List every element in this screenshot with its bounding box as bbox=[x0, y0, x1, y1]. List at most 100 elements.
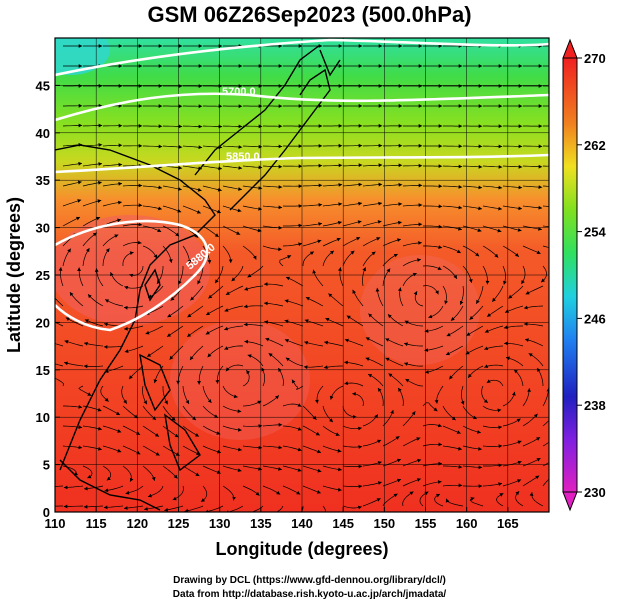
streamline-arrow bbox=[278, 445, 283, 450]
streamline-arrow bbox=[324, 340, 329, 345]
streamline-arrow bbox=[238, 64, 243, 68]
streamline-arrow bbox=[196, 210, 201, 214]
streamline-arrow bbox=[378, 84, 383, 88]
streamline-arrow bbox=[518, 64, 523, 68]
streamline-arrow bbox=[176, 380, 180, 385]
streamline-arrow bbox=[98, 84, 103, 88]
streamline-arrow bbox=[378, 182, 383, 187]
streamline-arrow bbox=[478, 64, 483, 68]
streamline-arrow bbox=[217, 209, 221, 214]
contour-5880-high bbox=[55, 219, 209, 332]
streamline-arrow bbox=[478, 447, 482, 451]
streamline-arrow bbox=[433, 407, 438, 412]
streamline-arrow bbox=[158, 124, 163, 129]
streamline-arrow bbox=[417, 258, 421, 262]
streamline-arrow bbox=[330, 250, 334, 255]
streamline-arrow bbox=[208, 294, 213, 299]
streamline-arrow bbox=[187, 313, 192, 318]
streamline-arrow bbox=[498, 185, 503, 190]
streamline-arrow bbox=[87, 392, 92, 396]
streamline-arrow bbox=[198, 84, 203, 88]
streamline-arrow bbox=[145, 330, 150, 335]
streamline-arrow bbox=[138, 44, 143, 48]
streamline-arrow bbox=[466, 332, 471, 336]
streamline-arrow bbox=[477, 228, 482, 232]
streamline-arrow bbox=[247, 273, 252, 278]
streamline bbox=[542, 419, 549, 427]
streamline-arrow bbox=[418, 203, 423, 207]
streamline-arrow bbox=[358, 44, 363, 48]
streamline-arrow bbox=[138, 64, 143, 68]
streamline-arrow bbox=[136, 431, 141, 435]
streamline-arrow bbox=[92, 232, 97, 237]
x-tick-label: 155 bbox=[415, 516, 437, 531]
colorbar: 230 238 246 254 262 270 bbox=[562, 38, 606, 512]
streamline-arrow bbox=[304, 319, 309, 323]
streamline-arrow bbox=[378, 123, 383, 128]
streamline-arrow bbox=[218, 124, 223, 129]
streamline-arrow bbox=[216, 431, 221, 435]
streamline-arrow bbox=[105, 248, 110, 253]
streamline-arrow bbox=[338, 84, 343, 88]
streamline-arrow bbox=[393, 493, 398, 498]
streamline-arrow bbox=[325, 317, 330, 322]
streamline-arrow bbox=[438, 44, 443, 48]
streamline-arrow bbox=[207, 260, 212, 264]
streamline-arrow bbox=[362, 267, 366, 272]
streamline-arrow bbox=[524, 305, 528, 310]
streamline-arrow bbox=[297, 447, 302, 452]
x-tick-label: 130 bbox=[209, 516, 231, 531]
streamline-arrow bbox=[478, 104, 483, 108]
streamline-arrow bbox=[523, 322, 528, 326]
streamline-arrow bbox=[258, 424, 263, 428]
streamline-arrow bbox=[136, 450, 141, 455]
streamline-arrow bbox=[67, 248, 71, 253]
streamline-arrow bbox=[147, 353, 152, 357]
streamline bbox=[55, 321, 64, 327]
streamline-arrow bbox=[218, 84, 223, 88]
streamline-arrow bbox=[498, 206, 502, 211]
streamline-arrow bbox=[296, 491, 301, 495]
streamline-arrow bbox=[237, 468, 242, 472]
streamline-arrow bbox=[63, 485, 68, 490]
streamline-arrow bbox=[178, 124, 183, 129]
streamline-arrow bbox=[459, 300, 464, 305]
streamline-arrow bbox=[77, 267, 81, 271]
streamline bbox=[542, 441, 549, 447]
streamline-arrow bbox=[243, 304, 248, 309]
streamline-arrow bbox=[352, 392, 356, 396]
streamline-arrow bbox=[536, 250, 541, 254]
streamline-arrow bbox=[64, 340, 69, 344]
streamline-arrow bbox=[468, 279, 473, 283]
streamline-arrow bbox=[437, 423, 442, 428]
streamline-arrow bbox=[124, 305, 128, 310]
streamline bbox=[542, 462, 549, 467]
streamline-arrow bbox=[318, 203, 323, 207]
streamline-arrow bbox=[398, 202, 403, 206]
streamline-arrow bbox=[198, 104, 203, 109]
streamline-arrow bbox=[238, 145, 243, 149]
streamline-arrow bbox=[244, 339, 249, 344]
streamline-arrow bbox=[404, 320, 409, 325]
streamline-arrow bbox=[337, 220, 342, 225]
streamline-arrow bbox=[378, 44, 383, 48]
streamline-arrow bbox=[417, 458, 422, 463]
streamline-arrow bbox=[398, 182, 403, 187]
streamline-arrow bbox=[133, 414, 138, 419]
streamline-arrow bbox=[258, 144, 263, 149]
streamline-arrow bbox=[336, 237, 341, 242]
streamline-arrow bbox=[378, 201, 382, 206]
streamline-arrow bbox=[197, 280, 201, 285]
streamline-arrow bbox=[418, 222, 423, 227]
streamline-arrow bbox=[498, 104, 503, 108]
streamline-arrow bbox=[117, 429, 122, 433]
streamline bbox=[227, 505, 244, 512]
streamline-arrow bbox=[344, 360, 348, 365]
coastlines bbox=[55, 44, 341, 511]
streamline-arrow bbox=[231, 277, 236, 282]
streamline-arrow bbox=[158, 64, 163, 68]
streamline-arrow bbox=[378, 64, 383, 68]
streamline-arrow bbox=[105, 299, 110, 303]
streamline bbox=[55, 297, 64, 307]
streamline-arrow bbox=[78, 425, 83, 429]
